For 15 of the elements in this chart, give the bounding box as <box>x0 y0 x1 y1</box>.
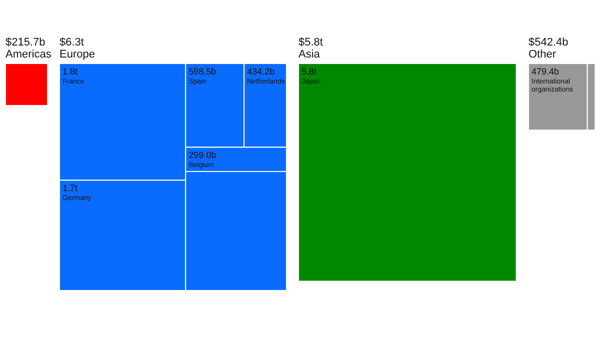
data-label: 299.0b <box>188 150 216 160</box>
text: $5.8t <box>298 36 323 48</box>
text: $542.4b <box>528 36 568 48</box>
data-label: 598.5b <box>188 66 216 76</box>
data-label: 1.7t <box>62 183 78 194</box>
text: $6.3t <box>60 36 84 48</box>
text: Other <box>528 48 556 60</box>
data-label: 479.4b <box>532 66 560 76</box>
data-label: 5.8t <box>302 66 318 76</box>
text: Americas <box>6 48 52 60</box>
text: Europe <box>60 48 95 60</box>
text: $215.7b <box>6 36 46 48</box>
text: Asia <box>298 48 321 60</box>
data-label: 434.2b <box>247 66 275 76</box>
data-label: 1.8t <box>62 66 78 76</box>
